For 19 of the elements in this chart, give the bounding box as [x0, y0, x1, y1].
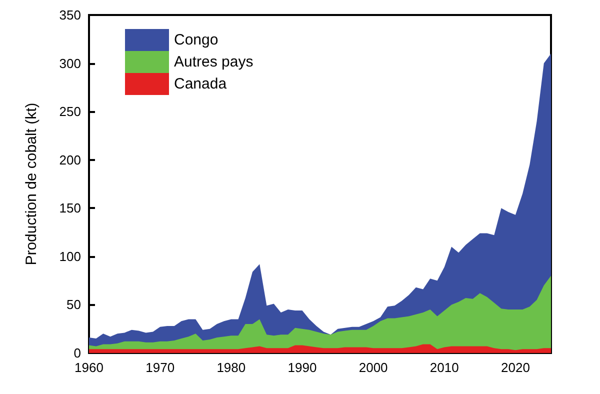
x-tick-label: 1980	[216, 360, 246, 375]
x-tick-label: 2010	[430, 360, 459, 375]
y-tick-label: 0	[74, 346, 81, 360]
y-tick-label: 100	[59, 248, 81, 264]
y-axis-title: Production de cobalt (kt)	[23, 102, 40, 266]
x-tick-label: 2000	[358, 360, 388, 375]
y-tick-label: 350	[59, 8, 81, 22]
x-tick-label: 1990	[288, 360, 317, 375]
y-tick-label: 250	[59, 104, 81, 120]
y-tick-label: 300	[59, 56, 81, 71]
x-tick-label: 1960	[74, 360, 104, 375]
legend-label: Canada	[174, 76, 228, 92]
y-tick-label: 150	[59, 200, 81, 216]
x-tick-label: 1970	[146, 360, 175, 375]
legend-label: Congo	[174, 32, 218, 48]
legend-label: Autres pays	[174, 54, 254, 70]
x-tick-label: 2020	[501, 360, 530, 375]
y-tick-label: 50	[66, 297, 81, 312]
y-tick-label: 200	[59, 152, 81, 168]
